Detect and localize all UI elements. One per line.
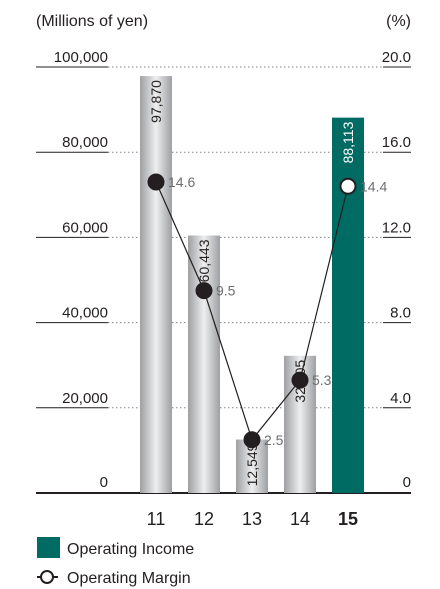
margin-value-label: 5.3: [312, 372, 332, 388]
bar-value-label: 12,549: [244, 443, 260, 486]
margin-value-label: 2.5: [264, 432, 284, 448]
right-tick-label: 8.0: [390, 305, 411, 322]
left-tick-label: 20,000: [62, 390, 108, 407]
bar-value-label: 88,113: [340, 121, 356, 163]
bar-15: [332, 117, 364, 494]
margin-point-15: [339, 177, 357, 195]
left-tick-label: 80,000: [62, 134, 108, 151]
x-tick-label: 15: [338, 509, 358, 529]
margin-value-label: 9.5: [216, 283, 236, 299]
right-tick-label: 20.0: [382, 49, 411, 66]
margin-point-11: [147, 173, 165, 191]
x-tick-label: 11: [147, 509, 166, 529]
x-axis: 11 12 13 14 15: [147, 509, 358, 529]
legend-swatch-operating-income: [37, 537, 60, 558]
bar-value-label: 60,443: [196, 239, 212, 282]
right-tick-label: 12.0: [382, 219, 411, 236]
margin-point-14: [291, 371, 309, 389]
left-tick-label: 40,000: [62, 305, 108, 322]
legend-label-operating-margin: Operating Margin: [67, 570, 191, 587]
margin-point-12: [195, 282, 213, 300]
margin-value-label: 14.4: [360, 178, 387, 194]
right-tick-label: 4.0: [390, 390, 411, 407]
legend: Operating Income Operating Margin: [37, 537, 194, 587]
margin-line-path: [155, 181, 349, 441]
right-tick-label: 0: [403, 474, 411, 491]
bar-13: [236, 439, 268, 493]
x-tick-label: 12: [194, 509, 214, 529]
legend-label-operating-income: Operating Income: [67, 541, 194, 558]
right-tick-label: 16.0: [382, 134, 411, 151]
bar-value-label: 97,870: [148, 80, 164, 123]
margin-line: 14.6 9.5 2.5 5.3 14.4: [147, 173, 387, 449]
margin-point-13: [243, 431, 261, 449]
margin-value-label: 14.6: [168, 174, 195, 190]
right-axis-unit: (%): [386, 13, 411, 30]
left-axis-unit: (Millions of yen): [36, 13, 148, 30]
bar-11: [140, 76, 172, 494]
left-tick-label: 0: [100, 474, 108, 491]
left-tick-label: 100,000: [54, 49, 108, 66]
legend-marker-operating-margin: [40, 570, 54, 584]
bar-12: [188, 235, 220, 493]
x-tick-label: 13: [242, 509, 262, 529]
x-tick-label: 14: [290, 509, 310, 529]
left-tick-label: 60,000: [62, 219, 108, 236]
